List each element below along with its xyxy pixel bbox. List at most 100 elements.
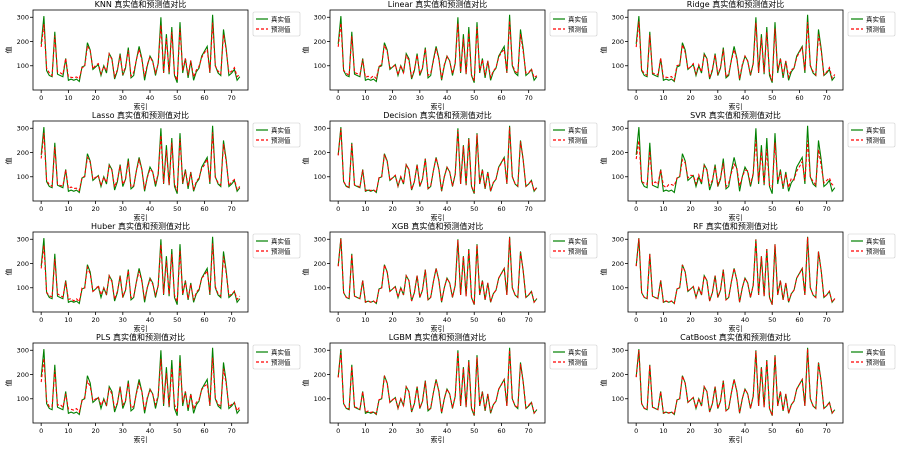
y-tick-label: 100 bbox=[17, 395, 29, 403]
panel-huber: Huber 真实值和预测值对比 0 10 20 30 40 50 60 70 100 200 300 索… bbox=[4, 221, 301, 333]
x-axis-label: 索引 bbox=[431, 435, 445, 444]
x-tick-label: 0 bbox=[39, 94, 43, 102]
panel-pls: PLS 真实值和预测值对比 0 10 20 30 40 50 60 70 100 200 300 索引 值… bbox=[4, 332, 301, 444]
x-tick-label: 40 bbox=[146, 316, 154, 324]
panel-xgb: XGB 真实值和预测值对比 0 10 20 30 40 50 60 70 100 200 300 索引 值… bbox=[301, 221, 598, 333]
y-tick-label: 300 bbox=[17, 236, 29, 244]
axes-frame bbox=[329, 9, 546, 91]
y-tick-label: 300 bbox=[17, 14, 29, 22]
legend-actual-label: 真实值 bbox=[271, 125, 291, 134]
x-tick-label: 60 bbox=[497, 205, 505, 213]
y-tick-label: 100 bbox=[612, 62, 624, 70]
legend-actual-label: 真实值 bbox=[271, 347, 291, 356]
x-tick-label: 50 bbox=[470, 316, 478, 324]
legend-actual-label: 真实值 bbox=[271, 236, 291, 245]
y-tick-label: 300 bbox=[314, 14, 326, 22]
x-tick-label: 10 bbox=[64, 427, 72, 435]
panel-title: XGB 真实值和预测值对比 bbox=[392, 221, 484, 231]
y-axis-label: 值 bbox=[4, 269, 13, 276]
x-tick-label: 70 bbox=[525, 427, 533, 435]
y-axis-label: 值 bbox=[599, 380, 608, 387]
y-tick-label: 200 bbox=[314, 38, 326, 46]
x-tick-label: 20 bbox=[388, 427, 396, 435]
legend-predicted-label: 预测值 bbox=[271, 24, 291, 33]
actual-line bbox=[337, 125, 538, 194]
y-axis-label: 值 bbox=[599, 269, 608, 276]
x-tick-label: 20 bbox=[686, 205, 694, 213]
x-axis-label: 索引 bbox=[134, 213, 148, 222]
x-tick-label: 60 bbox=[795, 427, 803, 435]
y-tick-label: 100 bbox=[612, 173, 624, 181]
panel-svr: SVR 真实值和预测值对比 0 10 20 30 40 50 60 70 100 200 300 索引 值… bbox=[599, 110, 896, 222]
panel-catboost: CatBoost 真实值和预测值对比 0 10 20 30 40 50 60 70 100 200 3… bbox=[599, 332, 896, 444]
actual-line bbox=[635, 14, 836, 83]
x-tick-label: 10 bbox=[659, 427, 667, 435]
x-tick-label: 0 bbox=[634, 94, 638, 102]
legend-predicted-label: 预测值 bbox=[568, 135, 588, 144]
x-tick-label: 40 bbox=[146, 205, 154, 213]
x-tick-label: 10 bbox=[64, 205, 72, 213]
predicted-line bbox=[337, 20, 538, 82]
actual-line bbox=[40, 236, 241, 305]
x-axis-label: 索引 bbox=[431, 324, 445, 333]
x-tick-label: 20 bbox=[686, 316, 694, 324]
panel-title: KNN 真实值和预测值对比 bbox=[95, 0, 187, 9]
x-tick-label: 70 bbox=[228, 94, 236, 102]
panel-decision: Decision 真实值和预测值对比 0 10 20 30 40 50 60 70 100 200 3… bbox=[301, 110, 598, 222]
x-tick-label: 20 bbox=[686, 94, 694, 102]
actual-line bbox=[40, 125, 241, 194]
x-tick-label: 50 bbox=[470, 427, 478, 435]
panel-title: Decision 真实值和预测值对比 bbox=[383, 110, 492, 120]
x-tick-label: 0 bbox=[39, 427, 43, 435]
panel-title: PLS 真实值和预测值对比 bbox=[96, 332, 185, 342]
axes-frame bbox=[32, 231, 249, 313]
y-tick-label: 200 bbox=[314, 371, 326, 379]
legend-actual-label: 真实值 bbox=[866, 347, 886, 356]
panel-ridge: Ridge 真实值和预测值对比 0 10 20 30 40 50 60 70 100 200 300 索… bbox=[599, 0, 896, 111]
y-tick-label: 300 bbox=[17, 125, 29, 133]
y-tick-label: 100 bbox=[314, 284, 326, 292]
panel-title: Lasso 真实值和预测值对比 bbox=[92, 110, 189, 120]
x-tick-label: 30 bbox=[416, 427, 424, 435]
panel-title: Huber 真实值和预测值对比 bbox=[91, 221, 190, 231]
y-tick-label: 200 bbox=[17, 149, 29, 157]
x-tick-label: 50 bbox=[768, 94, 776, 102]
x-tick-label: 40 bbox=[146, 94, 154, 102]
actual-line bbox=[40, 347, 241, 416]
panel-knn: KNN 真实值和预测值对比 0 10 20 30 40 50 60 70 100 200 300 索引 值… bbox=[4, 0, 301, 111]
y-tick-label: 300 bbox=[314, 347, 326, 355]
y-tick-label: 300 bbox=[612, 14, 624, 22]
x-tick-label: 60 bbox=[795, 205, 803, 213]
x-tick-label: 70 bbox=[823, 94, 831, 102]
x-tick-label: 10 bbox=[659, 205, 667, 213]
y-axis-label: 值 bbox=[301, 269, 310, 276]
axes-frame bbox=[32, 120, 249, 202]
x-axis-label: 索引 bbox=[729, 213, 743, 222]
legend-predicted-label: 预测值 bbox=[568, 24, 588, 33]
legend-predicted-label: 预测值 bbox=[568, 357, 588, 366]
predicted-line bbox=[635, 237, 836, 305]
y-tick-label: 300 bbox=[314, 236, 326, 244]
x-tick-label: 30 bbox=[119, 427, 127, 435]
x-tick-label: 20 bbox=[388, 205, 396, 213]
x-tick-label: 60 bbox=[795, 316, 803, 324]
y-tick-label: 200 bbox=[612, 38, 624, 46]
x-tick-label: 50 bbox=[768, 205, 776, 213]
y-tick-label: 300 bbox=[612, 347, 624, 355]
x-tick-label: 70 bbox=[525, 205, 533, 213]
axes-frame bbox=[329, 120, 546, 202]
panel-lasso: Lasso 真实值和预测值对比 0 10 20 30 40 50 60 70 100 200 300 索… bbox=[4, 110, 301, 222]
x-tick-label: 30 bbox=[119, 94, 127, 102]
predicted-line bbox=[635, 348, 836, 416]
legend-actual-label: 真实值 bbox=[568, 236, 588, 245]
panel-title: SVR 真实值和预测值对比 bbox=[690, 110, 781, 120]
actual-line bbox=[635, 125, 836, 194]
y-tick-label: 100 bbox=[17, 284, 29, 292]
y-tick-label: 100 bbox=[17, 62, 29, 70]
y-tick-label: 100 bbox=[17, 173, 29, 181]
